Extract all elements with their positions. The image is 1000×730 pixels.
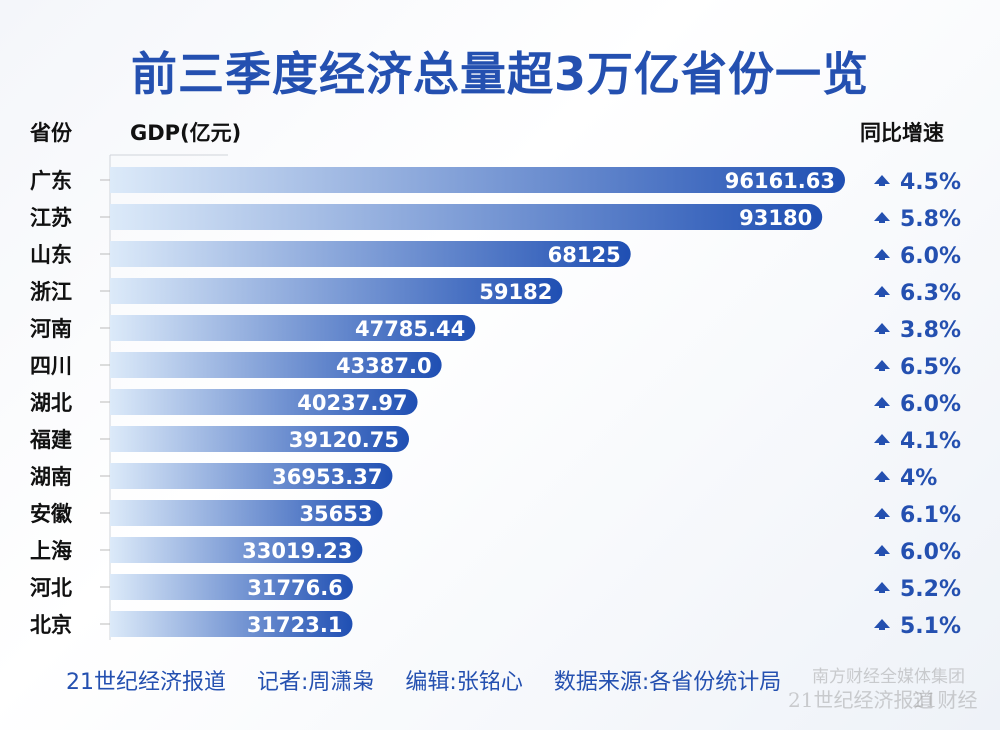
watermark-21caijing: 21财经	[912, 688, 978, 712]
arrow-up-icon	[874, 508, 890, 519]
category-label: 上海	[30, 539, 72, 563]
growth-label: 5.2%	[900, 577, 961, 602]
bar-value-label: 31776.6	[247, 576, 343, 600]
category-label: 湖北	[30, 391, 72, 415]
footer: 21世纪经济报道 记者:周潇枭 编辑:张铭心 数据来源:各省份统计局	[66, 664, 805, 696]
category-label: 四川	[30, 354, 72, 378]
category-header: 省份	[30, 121, 72, 145]
arrow-up-icon	[874, 249, 890, 260]
bar-value-label: 40237.97	[297, 391, 407, 415]
bar	[110, 167, 845, 193]
bar-value-label: 39120.75	[289, 428, 399, 452]
category-label: 广东	[30, 169, 72, 193]
category-label: 江苏	[30, 206, 72, 230]
growth-label: 6.0%	[900, 540, 961, 565]
watermark-group: 南方财经全媒体集团	[812, 667, 965, 687]
growth-label: 6.0%	[900, 244, 961, 269]
arrow-up-icon	[874, 397, 890, 408]
arrow-up-icon	[874, 545, 890, 556]
bar-value-label: 43387.0	[336, 354, 432, 378]
category-label: 北京	[30, 613, 72, 637]
bar-value-label: 96161.63	[725, 169, 835, 193]
category-label: 安徽	[30, 502, 73, 526]
bar-value-label: 59182	[479, 280, 552, 304]
bar	[110, 500, 383, 526]
bar-value-label: 68125	[548, 243, 621, 267]
arrow-up-icon	[874, 619, 890, 630]
growth-label: 5.8%	[900, 207, 961, 232]
category-label: 河北	[30, 576, 72, 600]
bar	[110, 389, 418, 415]
bar	[110, 315, 476, 341]
arrow-up-icon	[874, 323, 890, 334]
growth-label: 6.5%	[900, 355, 961, 380]
arrow-up-icon	[874, 286, 890, 297]
category-label: 浙江	[30, 280, 72, 304]
growth-label: 6.3%	[900, 281, 961, 306]
bar-value-label: 47785.44	[355, 317, 465, 341]
arrow-up-icon	[874, 582, 890, 593]
bar	[110, 204, 823, 230]
footer-editor: 编辑:张铭心	[405, 670, 523, 695]
growth-label: 4.1%	[900, 429, 961, 454]
footer-reporter: 记者:周潇枭	[257, 670, 375, 695]
category-label: 湖南	[30, 465, 72, 489]
bar	[110, 241, 631, 267]
bar	[110, 426, 410, 452]
growth-label: 5.1%	[900, 614, 961, 639]
category-label: 山东	[30, 243, 72, 267]
category-label: 福建	[29, 428, 72, 452]
footer-data-source: 数据来源:各省份统计局	[553, 670, 782, 695]
arrow-up-icon	[874, 434, 890, 445]
growth-label: 6.0%	[900, 392, 961, 417]
growth-label: 4.5%	[900, 170, 961, 195]
bar-value-label: 35653	[299, 502, 372, 526]
category-label: 河南	[30, 317, 72, 341]
arrow-up-icon	[874, 360, 890, 371]
bar	[110, 463, 393, 489]
bar-value-label: 36953.37	[272, 465, 382, 489]
watermark-21cbh: 21世纪经济报道	[788, 688, 934, 712]
bar-value-label: 33019.23	[242, 539, 352, 563]
bar-value-label: 31723.1	[247, 613, 343, 637]
value-header: GDP(亿元)	[130, 121, 242, 145]
growth-label: 6.1%	[900, 503, 961, 528]
bar-value-label: 93180	[739, 206, 812, 230]
growth-header: 同比增速	[860, 121, 944, 145]
arrow-up-icon	[874, 212, 890, 223]
arrow-up-icon	[874, 471, 890, 482]
chart-title: 前三季度经济总量超3万亿省份一览	[130, 47, 869, 101]
bar	[110, 352, 442, 378]
arrow-up-icon	[874, 175, 890, 186]
bar	[110, 574, 353, 600]
growth-label: 3.8%	[900, 318, 961, 343]
bar	[110, 537, 363, 563]
bar	[110, 278, 563, 304]
growth-label: 4%	[900, 466, 937, 491]
bar	[110, 611, 353, 637]
footer-source: 21世纪经济报道	[66, 670, 226, 695]
